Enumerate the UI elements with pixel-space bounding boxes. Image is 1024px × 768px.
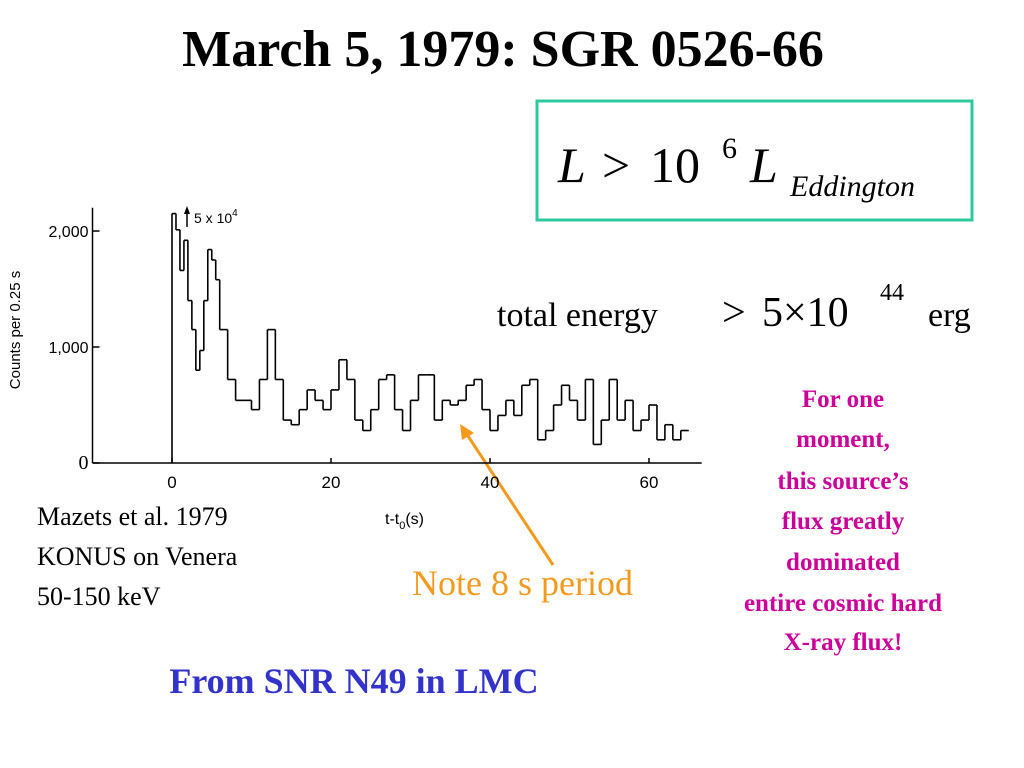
x-label-part: (s) (405, 511, 424, 528)
x-label-part: t-t (385, 511, 400, 528)
formula-part: total energy (497, 297, 658, 334)
remark-line: flux greatly (782, 508, 905, 535)
note: Note 8 s period (412, 563, 633, 603)
remark-line: this source’s (777, 468, 909, 495)
remark-line: X-ray flux! (784, 629, 903, 656)
note-arrow (464, 432, 555, 566)
formula-part: 10 (650, 137, 700, 193)
x-tick-label: 60 (640, 473, 659, 492)
remark-line: entire cosmic hard (744, 590, 942, 617)
origin: From SNR N49 in LMC (169, 661, 538, 701)
annotation: 5 x 104 (194, 208, 238, 226)
annotation-part: 5 x 10 (194, 210, 232, 226)
note-arrowhead (460, 424, 474, 440)
formula-part: erg (928, 297, 971, 334)
x-tick-label: 20 (322, 473, 341, 492)
citation-line: KONUS on Venera (37, 542, 238, 571)
remark-line: moment, (796, 426, 890, 453)
formula-part: Eddington (789, 170, 915, 203)
citation-line: Mazets et al. 1979 (37, 502, 228, 531)
y-tick-label: 2,000 (48, 224, 88, 241)
formula-part: L (557, 137, 586, 193)
formula-part: > (722, 290, 746, 336)
slide-title: March 5, 1979: SGR 0526-66 (182, 21, 824, 78)
x-axis-label: t-t0(s) (385, 511, 424, 532)
formula-part: 44 (880, 280, 904, 306)
annotation-arrowhead (184, 206, 190, 214)
remark-line: dominated (786, 549, 900, 576)
energy-formula: total energy > 5×10 44 erg (497, 271, 971, 336)
citation: Mazets et al. 1979 KONUS on Venera 50-15… (37, 502, 238, 611)
chart: Counts per 0.25 s t-t0(s) 5 x 104 01,000… (7, 206, 702, 532)
annotation-part: 4 (232, 208, 238, 219)
y-tick-label: 1,000 (48, 340, 88, 357)
formula-part: 6 (722, 132, 737, 165)
y-axis-label: Counts per 0.25 s (7, 271, 24, 389)
remark: For one moment, this source’s flux great… (744, 386, 942, 656)
formula-part: 5×10 (762, 290, 849, 336)
formula-box (535, 99, 974, 222)
formula-part: > (602, 137, 630, 193)
x-label-part: 0 (399, 520, 405, 532)
remark-line: For one (802, 386, 884, 413)
y-tick-label: 0 (79, 452, 89, 474)
citation-line: 50-150 keV (37, 582, 161, 611)
x-tick-label: 0 (167, 473, 176, 492)
x-tick-label: 40 (481, 473, 500, 492)
formula-part: L (749, 137, 778, 193)
luminosity-formula: L > 10 6 L Eddington (557, 113, 915, 203)
